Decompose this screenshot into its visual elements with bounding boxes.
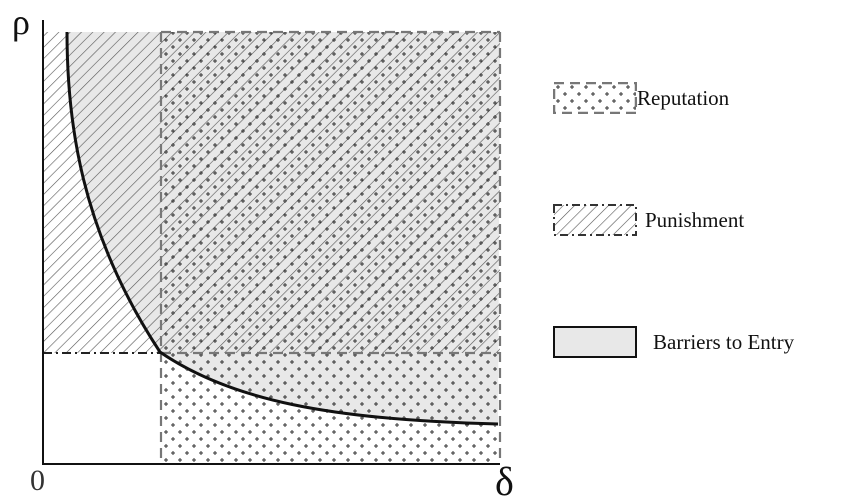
reputation-region	[161, 32, 500, 463]
legend-label-barriers: Barriers to Entry	[653, 329, 795, 354]
legend-item-punishment: Punishment	[553, 202, 744, 238]
legend-label-reputation: Reputation	[637, 85, 730, 110]
origin-label: 0	[30, 464, 45, 497]
y-axis-label: ρ	[12, 2, 30, 42]
legend-item-reputation: Reputation	[553, 80, 729, 116]
barrier-curve	[65, 31, 499, 426]
barriers-swatch	[553, 326, 637, 358]
reputation-swatch	[553, 82, 637, 114]
punishment-swatch	[553, 204, 637, 236]
x-axis-label: δ	[495, 459, 514, 504]
legend-label-punishment: Punishment	[645, 207, 745, 232]
punishment-region-left	[43, 32, 161, 353]
legend-item-barriers: Barriers to Entry	[553, 324, 794, 360]
